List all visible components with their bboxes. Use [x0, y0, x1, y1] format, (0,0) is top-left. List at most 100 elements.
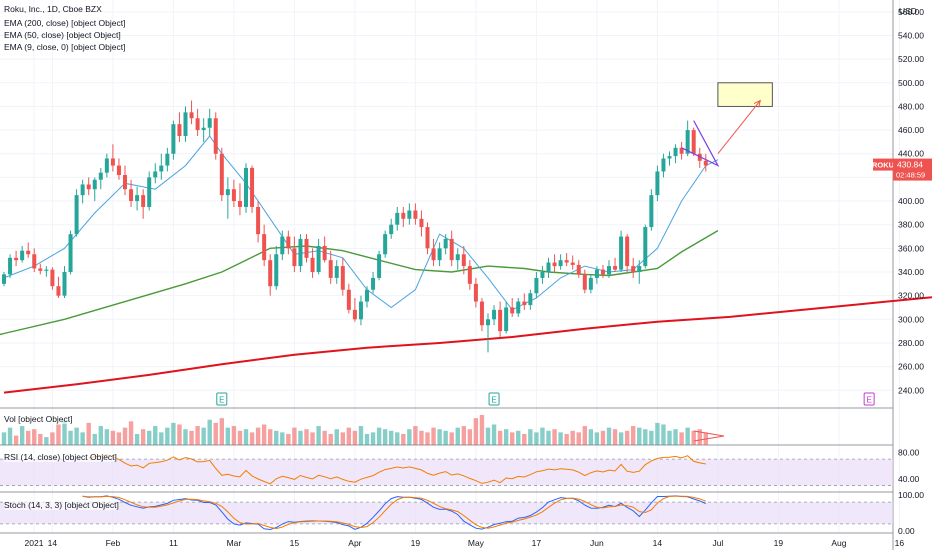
time-tick-label: Feb [106, 538, 121, 548]
candle-body [358, 301, 363, 320]
legend-ema9[interactable]: EMA (9, close, 0) [object Object] [4, 42, 126, 52]
time-tick-label: 19 [411, 538, 421, 548]
candle-body [316, 245, 321, 272]
candle-body [522, 301, 527, 306]
candle-body [443, 238, 448, 249]
legend-ema200[interactable]: EMA (200, close) [object Object] [4, 18, 126, 28]
candle-body [147, 177, 152, 207]
candle-body [486, 319, 490, 326]
volume-bar [491, 424, 497, 445]
volume-bar [274, 430, 279, 445]
volume-bar [612, 429, 618, 445]
candle-body [44, 269, 49, 271]
volume-pane-label[interactable]: Vol [object Object] [4, 414, 73, 424]
volume-bar [26, 430, 31, 445]
volume-bar [443, 430, 448, 445]
price-tick-label: 440.00 [898, 149, 924, 159]
candle-body [588, 277, 593, 290]
earnings-label: E [219, 396, 224, 405]
candle-body [268, 260, 273, 287]
volume-bar [231, 426, 237, 445]
volume-bar [298, 430, 303, 445]
candle-body [600, 269, 605, 275]
volume-bar [667, 430, 672, 445]
candle-body [461, 254, 466, 267]
ticker-badge: ROKU [872, 161, 894, 170]
candle-body [401, 212, 406, 219]
volume-bar [558, 432, 563, 445]
volume-bar [691, 430, 696, 445]
rsi-tick-label: 40.00 [898, 474, 920, 484]
candle-body [310, 257, 315, 272]
volume-bar [7, 427, 13, 445]
candle-body [328, 260, 333, 278]
price-tick-label: 480.00 [898, 101, 924, 111]
currency-label: USD [899, 6, 917, 16]
candle-body [68, 234, 73, 272]
volume-bar [431, 427, 436, 445]
volume-bar [116, 432, 122, 445]
time-tick-label: Apr [348, 538, 361, 548]
volume-bar [98, 426, 103, 445]
volume-bar [382, 429, 388, 445]
volume-bar [588, 429, 594, 445]
volume-bar [304, 429, 309, 445]
volume-bar [340, 432, 345, 445]
legend-ema50[interactable]: EMA (50, close) [object Object] [4, 30, 121, 40]
candle-body [564, 260, 569, 263]
time-tick-label: 17 [532, 538, 542, 548]
volume-bar [631, 426, 636, 445]
volume-bar [19, 426, 25, 445]
volume-bar [86, 422, 91, 445]
candle-body [365, 289, 369, 302]
candle-body [625, 236, 630, 267]
volume-bar [685, 427, 690, 445]
volume-bar [147, 430, 152, 445]
candle-body [582, 274, 587, 290]
candle-body [371, 277, 376, 290]
time-tick-label: May [468, 538, 485, 548]
volume-bar [134, 433, 140, 445]
volume-bar [649, 430, 654, 445]
volume-bar [570, 430, 575, 445]
volume-bar [655, 422, 660, 445]
stoch-pane-label[interactable]: Stoch (14, 3, 3) [object Object] [4, 500, 119, 510]
volume-bar [171, 422, 176, 445]
candle-body [661, 158, 666, 172]
candle-body [262, 234, 267, 261]
volume-bar [697, 429, 702, 445]
rsi-pane-label[interactable]: RSI (14, close) [object Object] [4, 452, 117, 462]
earnings-marker [863, 392, 875, 406]
candle-body [413, 210, 418, 219]
volume-bar [110, 430, 116, 445]
volume-bar [56, 424, 61, 445]
candle-body [304, 238, 309, 258]
volume-bar [92, 433, 97, 445]
volume-bar [352, 430, 358, 445]
candle-body [377, 254, 382, 278]
price-tick-label: 300.00 [898, 314, 924, 324]
volume-bar [213, 422, 218, 445]
candle-body [322, 245, 327, 261]
volume-bar [485, 427, 491, 445]
candle-body [552, 262, 557, 267]
volume-bar [600, 430, 606, 445]
candle-body [32, 254, 37, 269]
candle-body [703, 160, 708, 166]
candle-body [62, 272, 67, 296]
candle-body [177, 124, 182, 136]
time-tick-label: 11 [169, 538, 178, 548]
price-tick-label: 280.00 [898, 338, 924, 348]
candle-body [195, 118, 200, 131]
volume-bar [425, 432, 430, 445]
volume-bar [522, 433, 527, 445]
volume-bar [413, 426, 418, 445]
volume-bar [207, 419, 212, 445]
earnings-marker [488, 392, 500, 406]
ema50-line [0, 229, 719, 336]
candle-body [679, 147, 684, 154]
candle-body [607, 266, 611, 275]
candle-body [528, 293, 533, 306]
